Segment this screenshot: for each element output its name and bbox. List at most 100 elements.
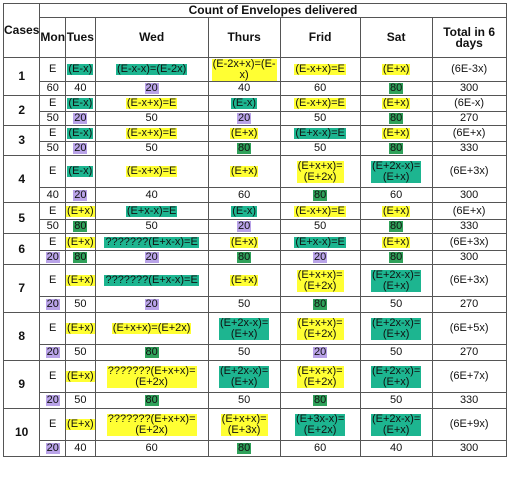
cell-text: 270 (459, 112, 479, 124)
value-cell-mon: 50 (39, 219, 67, 234)
value-cell-frid: 80 (279, 296, 361, 313)
value-row: 40 20 40 60 80 60 300 (4, 187, 507, 203)
value-row: 20 80 20 80 20 80 300 (4, 250, 507, 265)
formula-cell-wed: ???????(E+x+x)= (E+2x) (94, 360, 209, 393)
formula-cell-tues: (E+x) (65, 233, 96, 251)
cell-text: (E-x+x)=E (294, 63, 346, 75)
value-cell-total: 330 (431, 392, 507, 409)
value-cell-tues: 20 (65, 141, 96, 156)
formula-cell-sat: (E+x) (359, 57, 433, 82)
formula-cell-sat: (E+x) (359, 125, 433, 142)
cell-text: 80 (313, 394, 328, 406)
cell-text: (E-2x+x)=(E- x) (211, 57, 277, 81)
cell-text: (E+2x-x)= (E+x) (370, 316, 422, 340)
formula-cell-tues: (E-x) (65, 95, 96, 112)
value-cell-sat: 50 (359, 392, 433, 409)
formula-row: 4 E (E-x) (E-x+x)=E (E+x) (E+x+x)= (E+2x) (E+2… (2, 155, 507, 203)
value-cell-frid: 60 (279, 81, 361, 96)
day-header-tues: Tues (65, 17, 96, 58)
value-cell-tues: 40 (65, 81, 96, 96)
formula-cell-tues: (E+x) (65, 202, 96, 220)
formula-cell-mon: E (39, 202, 67, 220)
value-cell-mon: 50 (39, 141, 67, 156)
formula-cell-wed: (E-x+x)=E (94, 125, 209, 142)
value-row: 20 50 80 50 20 50 270 (4, 344, 507, 361)
cell-text: 40 (46, 188, 59, 201)
cell-text: 80 (313, 298, 328, 310)
cell-text: 80 (389, 112, 404, 124)
cell-text: 300 (459, 251, 479, 263)
case-number: 3 (2, 125, 41, 156)
cell-text: 80 (237, 251, 252, 263)
case-number: 6 (2, 233, 41, 265)
cell-text: 300 (459, 82, 479, 94)
formula-cell-total: (6E+3x) (431, 233, 507, 251)
cell-text: (E+x) (66, 418, 95, 430)
formula-cell-thurs: (E-2x+x)=(E- x) (207, 57, 281, 82)
cell-text: 50 (74, 394, 87, 406)
cases-header: Cases (2, 3, 41, 58)
cell-text: 20 (45, 394, 60, 406)
value-cell-wed: 20 (94, 250, 209, 265)
value-row: 50 80 50 20 50 80 330 (4, 219, 507, 234)
value-cell-sat: 80 (359, 111, 433, 126)
value-cell-total: 330 (431, 141, 507, 156)
formula-row: 7 E (E+x) ???????(E+x-x)=E (E+x) (E+x+x)= (E+… (2, 264, 507, 313)
formula-cell-mon: E (39, 264, 67, 297)
day-header-sat: Sat (359, 17, 433, 58)
total-header: Total in 6 days (431, 17, 507, 58)
formula-cell-wed: (E-x+x)=E (94, 155, 209, 188)
cell-text: 20 (144, 82, 159, 94)
formula-row: 3 E (E-x) (E-x+x)=E (E+x) (E+x-x)=E (E+x) (6E+x… (2, 125, 507, 156)
formula-row: 9 E (E+x) ???????(E+x+x)= (E+2x) (E+2x-x)= (… (2, 360, 507, 409)
value-cell-frid: 20 (279, 250, 361, 265)
cell-text: 80 (73, 251, 88, 263)
formula-cell-total: (6E+3x) (431, 155, 507, 188)
cell-text: 50 (314, 142, 327, 154)
value-cell-total: 330 (431, 219, 507, 234)
cell-text: E (49, 204, 57, 217)
cell-text: 60 (145, 442, 158, 454)
cell-text: (6E+3x) (449, 274, 489, 286)
value-row: 20 40 60 80 60 40 300 (4, 440, 507, 457)
cell-text: (E-x) (231, 97, 258, 109)
cell-text: 80 (389, 251, 404, 263)
cell-text: 40 (145, 188, 158, 201)
case-number: 2 (2, 95, 41, 126)
day-header-wed: Wed (94, 17, 209, 58)
formula-cell-mon: E (39, 360, 67, 393)
value-cell-thurs: 50 (207, 344, 281, 361)
formula-cell-mon: E (39, 233, 67, 251)
cell-text: 20 (313, 346, 328, 358)
cell-text: (E-x) (231, 204, 258, 217)
cell-text: (E-x) (67, 127, 94, 139)
cell-text: 50 (46, 220, 59, 232)
cell-text: 20 (144, 298, 159, 310)
value-cell-thurs: 60 (207, 187, 281, 203)
case-number: 7 (2, 264, 41, 313)
formula-cell-mon: E (39, 408, 67, 441)
cell-text: 50 (145, 142, 158, 154)
cell-text: (6E+7x) (449, 370, 489, 382)
cell-text: (6E+3x) (449, 235, 489, 248)
formula-cell-total: (6E-x) (431, 95, 507, 112)
cell-text: (E+x-x)=E (125, 204, 178, 217)
cell-text: E (49, 274, 57, 286)
formula-cell-sat: (E+2x-x)= (E+x) (359, 264, 433, 297)
cell-text: E (49, 165, 57, 177)
value-cell-sat: 50 (359, 344, 433, 361)
cell-text: (6E+x) (452, 204, 486, 217)
cell-text: (E+x) (381, 235, 411, 248)
cell-text: 20 (45, 442, 60, 454)
formula-cell-sat: (E+2x-x)= (E+x) (359, 312, 433, 345)
cell-text: 20 (45, 346, 60, 358)
formula-cell-tues: (E+x) (65, 360, 96, 393)
formula-row: 2 E (E-x) (E-x+x)=E (E-x) (E-x+x)=E (E+x) (6E-x… (2, 95, 507, 126)
value-cell-frid: 60 (279, 440, 361, 457)
value-row: 60 40 20 40 60 80 300 (4, 81, 507, 96)
cell-text: (E-x+x)=E (125, 127, 178, 139)
cell-text: 270 (459, 298, 479, 310)
value-cell-frid: 50 (279, 111, 361, 126)
value-cell-sat: 80 (359, 219, 433, 234)
cell-text: (E+2x-x)= (E+x) (370, 159, 422, 183)
